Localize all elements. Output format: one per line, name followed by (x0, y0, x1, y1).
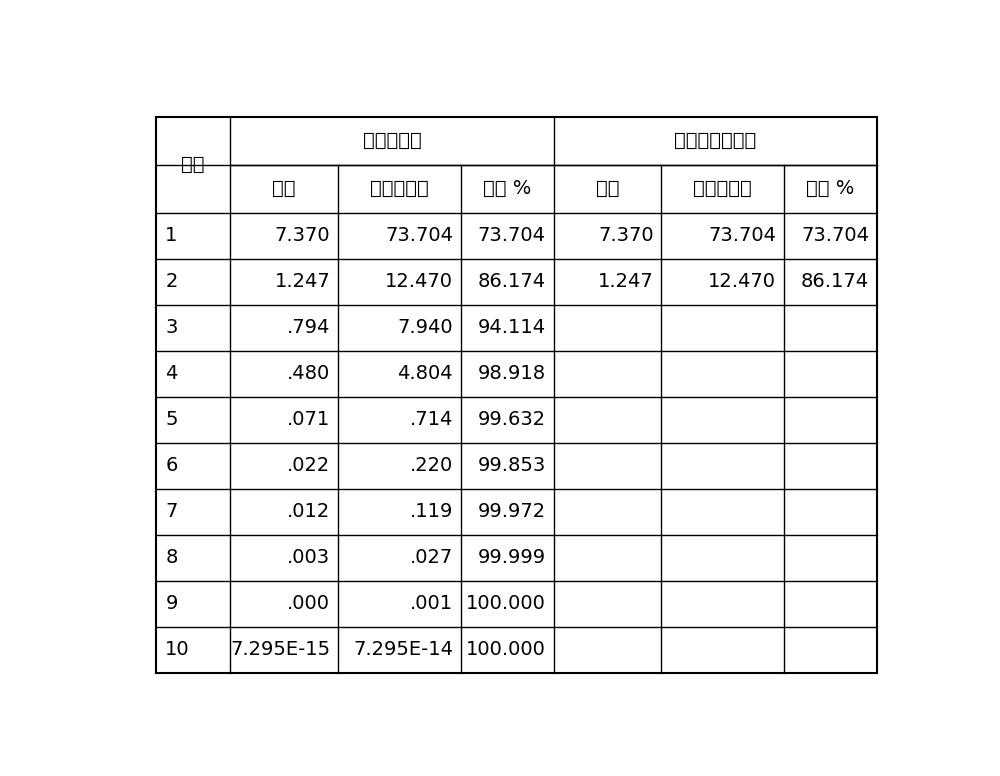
Text: 2: 2 (165, 272, 178, 291)
Text: .714: .714 (410, 411, 453, 429)
Text: 100.000: 100.000 (466, 640, 546, 659)
Text: 7.370: 7.370 (275, 226, 330, 245)
Text: 7.295E-15: 7.295E-15 (230, 640, 330, 659)
Text: .001: .001 (410, 594, 453, 613)
Text: 8: 8 (165, 548, 178, 567)
Text: 7.940: 7.940 (397, 318, 453, 337)
Text: 成分: 成分 (181, 155, 205, 175)
Text: .003: .003 (287, 548, 330, 567)
Text: 5: 5 (165, 411, 178, 429)
Text: 方差百分比: 方差百分比 (370, 179, 429, 198)
Text: .071: .071 (287, 411, 330, 429)
Text: 1: 1 (165, 226, 178, 245)
Text: 7: 7 (165, 502, 178, 521)
Text: 94.114: 94.114 (478, 318, 546, 337)
Text: .119: .119 (410, 502, 453, 521)
Text: .220: .220 (410, 456, 453, 475)
Text: 6: 6 (165, 456, 178, 475)
Text: 1.247: 1.247 (598, 272, 654, 291)
Text: 累积 %: 累积 % (483, 179, 531, 198)
Text: 10: 10 (165, 640, 190, 659)
Text: 99.632: 99.632 (478, 411, 546, 429)
Text: 86.174: 86.174 (478, 272, 546, 291)
Text: 100.000: 100.000 (466, 594, 546, 613)
Text: 提取载荷平方和: 提取载荷平方和 (674, 131, 756, 151)
Text: 99.972: 99.972 (478, 502, 546, 521)
Text: 初始特征值: 初始特征值 (363, 131, 421, 151)
Text: .027: .027 (410, 548, 453, 567)
Text: .012: .012 (287, 502, 330, 521)
Text: 总计: 总计 (272, 179, 296, 198)
Text: 73.704: 73.704 (478, 226, 546, 245)
Text: 12.470: 12.470 (385, 272, 453, 291)
Text: .480: .480 (287, 364, 330, 383)
Text: 9: 9 (165, 594, 178, 613)
Text: 73.704: 73.704 (385, 226, 453, 245)
Text: 7.295E-14: 7.295E-14 (353, 640, 453, 659)
Text: 4.804: 4.804 (397, 364, 453, 383)
Text: 86.174: 86.174 (801, 272, 869, 291)
Text: .022: .022 (287, 456, 330, 475)
Text: 1.247: 1.247 (275, 272, 330, 291)
Text: 73.704: 73.704 (708, 226, 776, 245)
Text: 方差百分比: 方差百分比 (693, 179, 752, 198)
Text: .000: .000 (287, 594, 330, 613)
Text: .794: .794 (287, 318, 330, 337)
Text: 99.999: 99.999 (478, 548, 546, 567)
Text: 3: 3 (165, 318, 178, 337)
Text: 73.704: 73.704 (801, 226, 869, 245)
Text: 总计: 总计 (596, 179, 619, 198)
Text: 7.370: 7.370 (598, 226, 654, 245)
Text: 4: 4 (165, 364, 178, 383)
Text: 12.470: 12.470 (708, 272, 776, 291)
Text: 98.918: 98.918 (478, 364, 546, 383)
Text: 累积 %: 累积 % (806, 179, 854, 198)
Text: 99.853: 99.853 (478, 456, 546, 475)
